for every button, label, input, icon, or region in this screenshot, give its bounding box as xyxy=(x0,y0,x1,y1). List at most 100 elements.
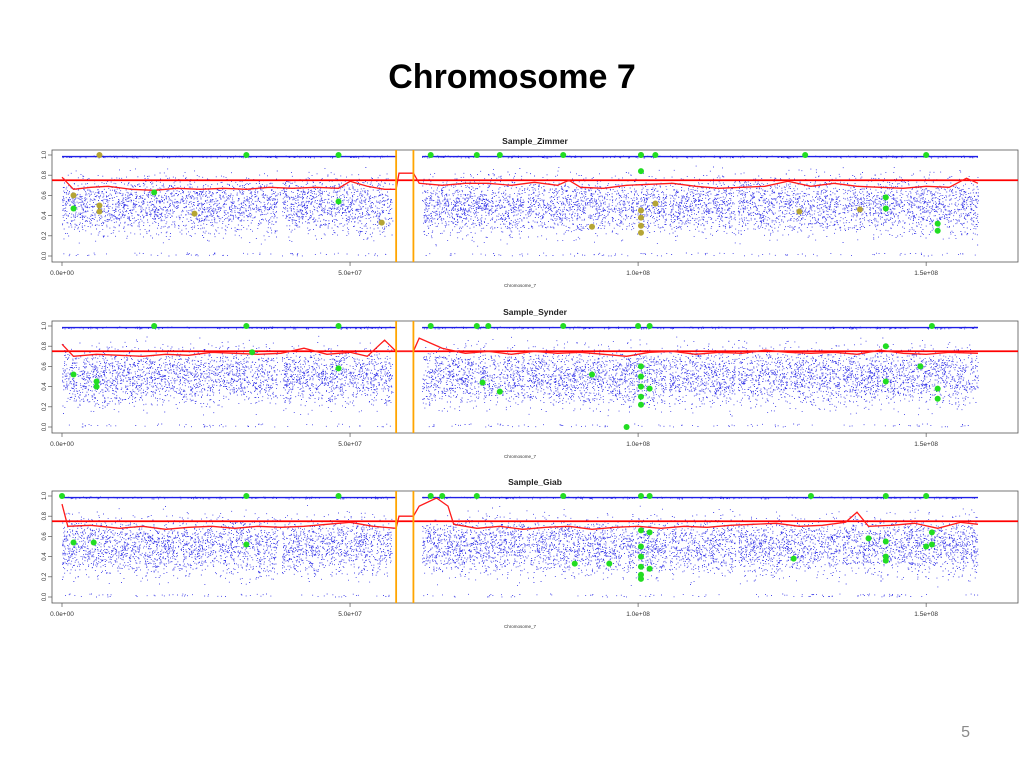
green-point xyxy=(637,493,644,499)
green-point xyxy=(928,323,935,329)
green-point xyxy=(496,152,503,158)
green-point xyxy=(427,152,434,158)
green-point xyxy=(637,553,644,560)
x-tick-label: 0.0e+00 xyxy=(50,441,74,448)
green-point xyxy=(623,424,630,430)
green-point xyxy=(882,343,889,350)
olive-point xyxy=(96,202,103,209)
green-point xyxy=(637,373,644,380)
green-point xyxy=(934,395,941,402)
y-tick-label: 0.2 xyxy=(42,402,48,411)
baf-trend-line xyxy=(61,497,979,530)
green-point xyxy=(882,378,889,385)
olive-point xyxy=(70,192,77,199)
x-tick-label: 5.0e+07 xyxy=(338,270,362,277)
green-point xyxy=(934,385,941,392)
green-point xyxy=(882,538,889,545)
green-point xyxy=(882,493,889,499)
olive-point xyxy=(96,152,103,158)
y-tick-label: 0.6 xyxy=(42,532,48,541)
green-point xyxy=(646,529,653,536)
green-point xyxy=(439,493,446,499)
baf-trend-line xyxy=(61,337,979,358)
green-point xyxy=(934,227,941,234)
olive-point xyxy=(378,219,385,226)
slide-title: Chromosome 7 xyxy=(388,58,636,96)
x-axis-label: Chromosome_7 xyxy=(504,454,537,459)
green-point xyxy=(652,152,659,158)
green-point xyxy=(249,349,256,356)
green-point xyxy=(606,560,613,567)
plot-frame xyxy=(51,320,1019,434)
slide-number: 5 xyxy=(961,724,970,741)
chart-panel: Sample_Giab 0.0 0.2 0.4 0.6 0.8 1.0 0.0e+00 5.0e… xyxy=(42,477,1019,629)
green-point xyxy=(70,539,77,546)
x-tick-label: 5.0e+07 xyxy=(338,441,362,448)
snp-scatter-cloud xyxy=(62,155,979,257)
y-tick-label: 0.2 xyxy=(42,572,48,581)
green-point xyxy=(560,323,567,329)
plot-area xyxy=(52,150,1018,262)
green-point xyxy=(560,493,567,499)
green-point xyxy=(571,560,578,567)
green-point xyxy=(928,529,935,536)
green-point xyxy=(882,557,889,564)
y-tick-label: 0.0 xyxy=(42,592,48,601)
chart-panel: Sample_Synder 0.0 0.2 0.4 0.6 0.8 1.0 0.0e+00 5.… xyxy=(42,307,1019,459)
green-point xyxy=(70,205,77,212)
green-point xyxy=(479,379,486,386)
olive-point xyxy=(589,223,596,230)
x-tick-label: 0.0e+00 xyxy=(50,270,74,277)
green-point xyxy=(496,388,503,395)
green-point xyxy=(637,563,644,570)
green-point xyxy=(637,543,644,550)
x-axis-label: Chromosome_7 xyxy=(504,624,537,629)
green-point xyxy=(637,168,644,175)
baf-trend-line xyxy=(61,172,979,191)
green-point xyxy=(589,371,596,378)
olive-point xyxy=(637,207,644,214)
olive-point xyxy=(637,214,644,221)
green-point xyxy=(335,152,342,158)
green-point xyxy=(427,323,434,329)
green-point xyxy=(882,194,889,201)
green-point xyxy=(646,565,653,572)
green-point xyxy=(427,493,434,499)
green-point xyxy=(646,385,653,392)
x-tick-label: 1.5e+08 xyxy=(914,441,938,448)
olive-point xyxy=(96,208,103,215)
plot-area xyxy=(52,491,1018,603)
green-point xyxy=(243,541,250,548)
green-point xyxy=(928,541,935,548)
y-tick-label: 0.8 xyxy=(42,511,48,520)
green-point xyxy=(243,493,250,499)
y-tick-label: 0.0 xyxy=(42,251,48,260)
olive-point xyxy=(856,206,863,213)
chart-title: Sample_Synder xyxy=(503,307,567,317)
y-tick-label: 0.6 xyxy=(42,191,48,200)
x-tick-label: 5.0e+07 xyxy=(338,611,362,618)
green-point xyxy=(90,539,97,546)
green-point xyxy=(335,365,342,372)
green-point xyxy=(635,323,642,329)
green-point xyxy=(637,393,644,400)
olive-point xyxy=(637,229,644,236)
snp-scatter-cloud xyxy=(62,496,979,598)
chart-title: Sample_Giab xyxy=(508,477,562,487)
snp-scatter-cloud xyxy=(62,326,979,428)
green-point xyxy=(934,220,941,227)
green-point xyxy=(637,363,644,370)
plot-area xyxy=(52,321,1018,433)
green-point xyxy=(335,198,342,205)
green-point xyxy=(637,152,644,158)
x-tick-label: 1.0e+08 xyxy=(626,611,650,618)
olive-point xyxy=(652,200,659,207)
green-point xyxy=(70,371,77,378)
plot-frame xyxy=(51,490,1019,604)
green-point xyxy=(637,383,644,390)
chart-panel: Sample_Zimmer 0.0 0.2 0.4 0.6 0.8 1.0 0.0e+00 5.… xyxy=(42,136,1019,288)
green-point xyxy=(473,323,480,329)
green-point xyxy=(923,543,930,550)
x-tick-label: 1.0e+08 xyxy=(626,270,650,277)
green-point xyxy=(59,493,65,499)
